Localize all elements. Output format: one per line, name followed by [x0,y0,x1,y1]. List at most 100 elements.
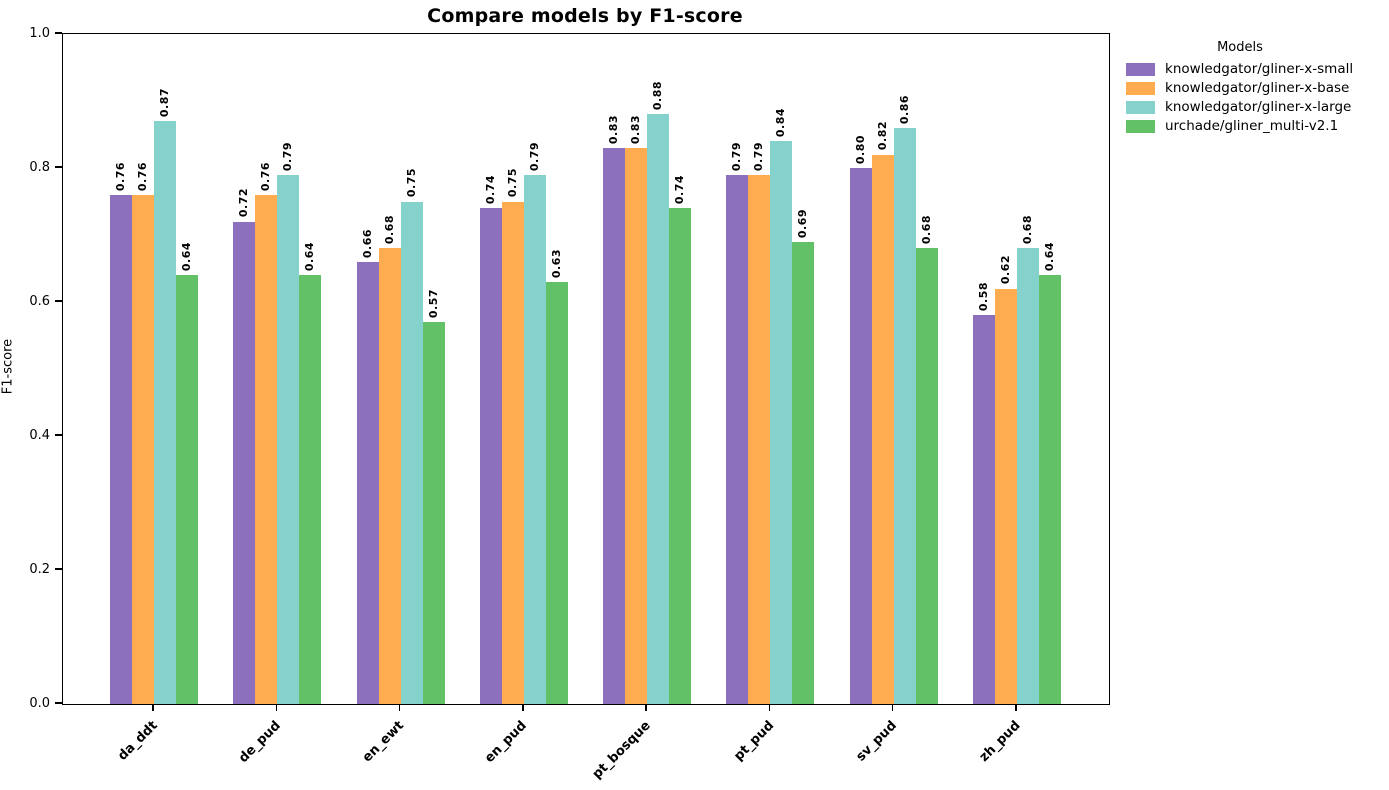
bar-value-label: 0.74 [673,175,687,205]
x-tick-mark [768,704,771,711]
bar [176,275,198,704]
bar-value-label: 0.80 [853,134,867,164]
bar-value-label: 0.76 [259,161,273,191]
bar-value-label: 0.84 [774,108,788,138]
bar [422,322,445,704]
y-tick-label: 0.2 [29,561,50,577]
y-tick-label: 0.8 [29,159,50,175]
y-tick-mark [55,702,62,704]
bar-value-label: 0.63 [549,248,563,278]
plot-area: 0.76 0.72 0.66 0.74 0.83 0.79 0.80 0.58 0.76 0.76… [62,33,1110,705]
bar [255,194,278,704]
y-tick-label: 0.6 [29,293,50,309]
legend-label: knowledgator/gliner-x-small [1165,61,1354,77]
bar-value-label: 0.79 [730,141,744,171]
legend-swatch [1126,101,1155,114]
bar-value-label: 0.69 [796,208,810,238]
x-tick-mark [1015,704,1017,711]
x-tick-label: pt_pud [730,718,777,765]
bar [973,315,995,704]
bar [110,194,132,704]
bar-value-label: 0.79 [281,141,295,171]
bar [871,154,894,704]
bar [915,248,938,704]
bar [669,208,692,704]
bar-value-label: 0.86 [897,94,911,124]
legend-item: knowledgator/gliner-x-small [1126,61,1384,77]
legend-label: knowledgator/gliner-x-base [1165,80,1350,96]
bar [1017,248,1039,704]
y-tick-mark [55,166,62,168]
bar-value-label: 0.75 [505,168,519,198]
bar-value-label: 0.64 [303,242,317,272]
x-tick-label: pt_bosque [589,718,654,783]
bar [356,261,379,704]
bar-value-label: 0.62 [999,255,1012,285]
bar [647,114,670,704]
bar [726,174,749,704]
y-tick-mark [55,568,62,570]
legend-swatch [1126,120,1155,133]
bar [792,241,815,704]
legend-swatch [1126,82,1155,95]
bar-value-label: 0.79 [752,141,766,171]
bar [625,147,648,704]
bar [523,174,546,704]
x-tick-mark [152,704,154,711]
bar-value-label: 0.76 [114,161,127,191]
bar-value-label: 0.75 [404,168,418,198]
legend-swatch [1126,63,1155,76]
y-tick-mark [55,300,62,302]
y-tick-mark [55,434,62,436]
x-tick-mark [398,704,401,711]
y-tick-label: 1.0 [29,25,50,41]
x-tick-label: sv_pud [853,718,901,765]
legend-label: urchade/gliner_multi-v2.1 [1165,118,1339,134]
bar [378,248,401,704]
bar [132,194,154,704]
bar-value-label: 0.76 [136,161,149,191]
bar-value-label: 0.58 [977,282,990,312]
bar-value-label: 0.88 [651,81,665,111]
chart-title: Compare models by F1-score [427,5,743,27]
bar-value-label: 0.74 [483,175,497,205]
bar-value-label: 0.64 [180,242,193,272]
bar [770,141,793,704]
bar [995,288,1017,704]
bar-value-label: 0.87 [158,87,171,118]
bar [479,208,502,704]
y-tick-mark [55,32,62,34]
bar [893,127,916,704]
bar-value-label: 0.79 [527,141,541,171]
x-tick-label: en_pud [482,718,531,766]
x-tick-mark [275,704,278,711]
legend-title: Models [1217,40,1263,55]
x-tick-label: da_ddt [114,718,161,764]
bar-value-label: 0.68 [1021,215,1034,245]
legend-item: urchade/gliner_multi-v2.1 [1126,118,1384,134]
legend-item: knowledgator/gliner-x-base [1126,80,1384,96]
bar [299,275,322,704]
bar-value-label: 0.68 [382,215,396,245]
bar [603,147,626,704]
bar-value-label: 0.72 [237,188,251,218]
bar-value-label: 0.83 [607,114,621,144]
x-tick-mark [522,704,524,711]
bar-value-label: 0.57 [426,288,440,319]
x-tick-label: zh_pud [976,718,1024,765]
bar [748,174,771,704]
legend-items: knowledgator/gliner-x-small knowledgator/… [1126,61,1384,134]
legend-item: knowledgator/gliner-x-large [1126,100,1384,114]
bar-value-label: 0.64 [1043,242,1056,272]
bar [154,121,176,704]
bar [545,281,568,704]
bar-value-label: 0.68 [919,215,933,245]
bar [849,168,872,704]
x-tick-label: en_ewt [359,718,407,766]
y-tick-label: 0.0 [29,695,50,711]
bar [1039,275,1061,704]
x-tick-mark [645,704,647,711]
legend: Models knowledgator/gliner-x-small knowle… [1126,40,1384,139]
bar-value-label: 0.66 [360,228,374,258]
